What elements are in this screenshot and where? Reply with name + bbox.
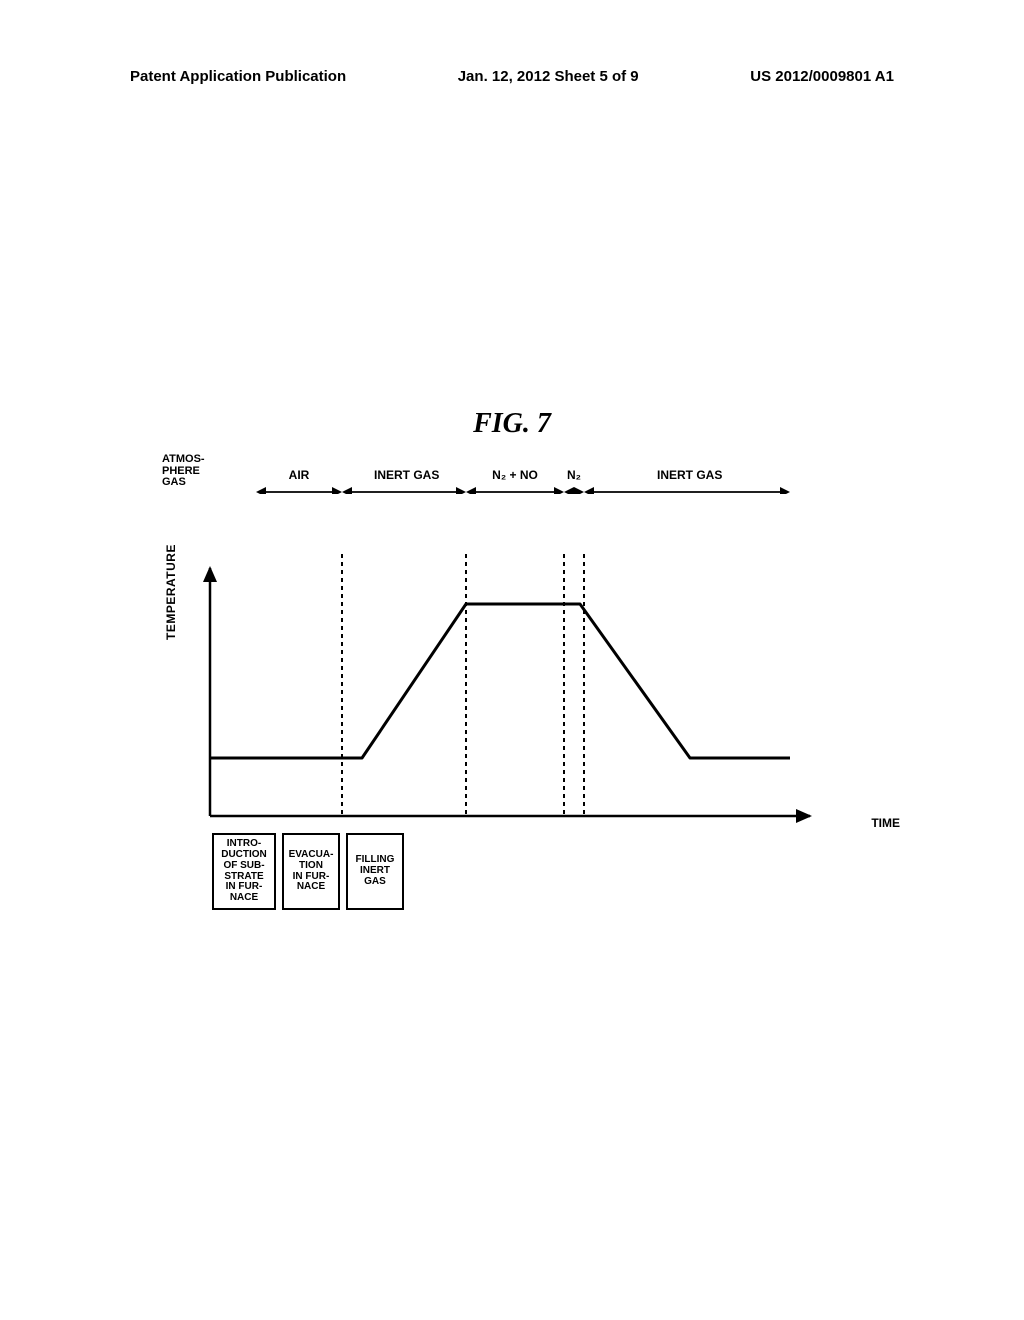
page-header: Patent Application Publication Jan. 12, … — [0, 68, 1024, 85]
figure-title: FIG. 7 — [0, 408, 1024, 440]
phase-range-arrow — [584, 486, 790, 494]
header-left: Patent Application Publication — [130, 68, 346, 85]
phase-label-row: AIR INERT GAS N₂ + NON₂ INERT GAS — [204, 460, 870, 504]
diagram: ATMOS-PHEREGAS TEMPERATURE TIME AIRINERT… — [170, 460, 870, 940]
phase-label: N₂ + NO — [485, 468, 545, 482]
phase-range-arrow — [342, 486, 466, 494]
x-axis-label: TIME — [871, 816, 900, 830]
process-box: INTRO-DUCTIONOF SUB-STRATEIN FUR-NACE — [212, 833, 276, 910]
phase-label: INERT GAS — [657, 468, 717, 482]
header-right: US 2012/0009801 A1 — [750, 68, 894, 85]
phase-range-arrow — [466, 486, 564, 494]
phase-label: INERT GAS — [374, 468, 434, 482]
header-center: Jan. 12, 2012 Sheet 5 of 9 — [458, 68, 639, 85]
phase-label: N₂ — [544, 468, 604, 482]
y-axis-label: TEMPERATURE — [164, 544, 178, 640]
atmosphere-gas-label: ATMOS-PHEREGAS — [162, 454, 205, 489]
phase-label: AIR — [269, 468, 329, 482]
process-boxes: INTRO-DUCTIONOF SUB-STRATEIN FUR-NACEEVA… — [212, 833, 404, 910]
process-box: EVACUA-TIONIN FUR-NACE — [282, 833, 340, 910]
process-box: FILLINGINERTGAS — [346, 833, 404, 910]
phase-range-arrow — [564, 486, 584, 494]
phase-range-arrow — [256, 486, 342, 494]
page: Patent Application Publication Jan. 12, … — [0, 0, 1024, 1320]
